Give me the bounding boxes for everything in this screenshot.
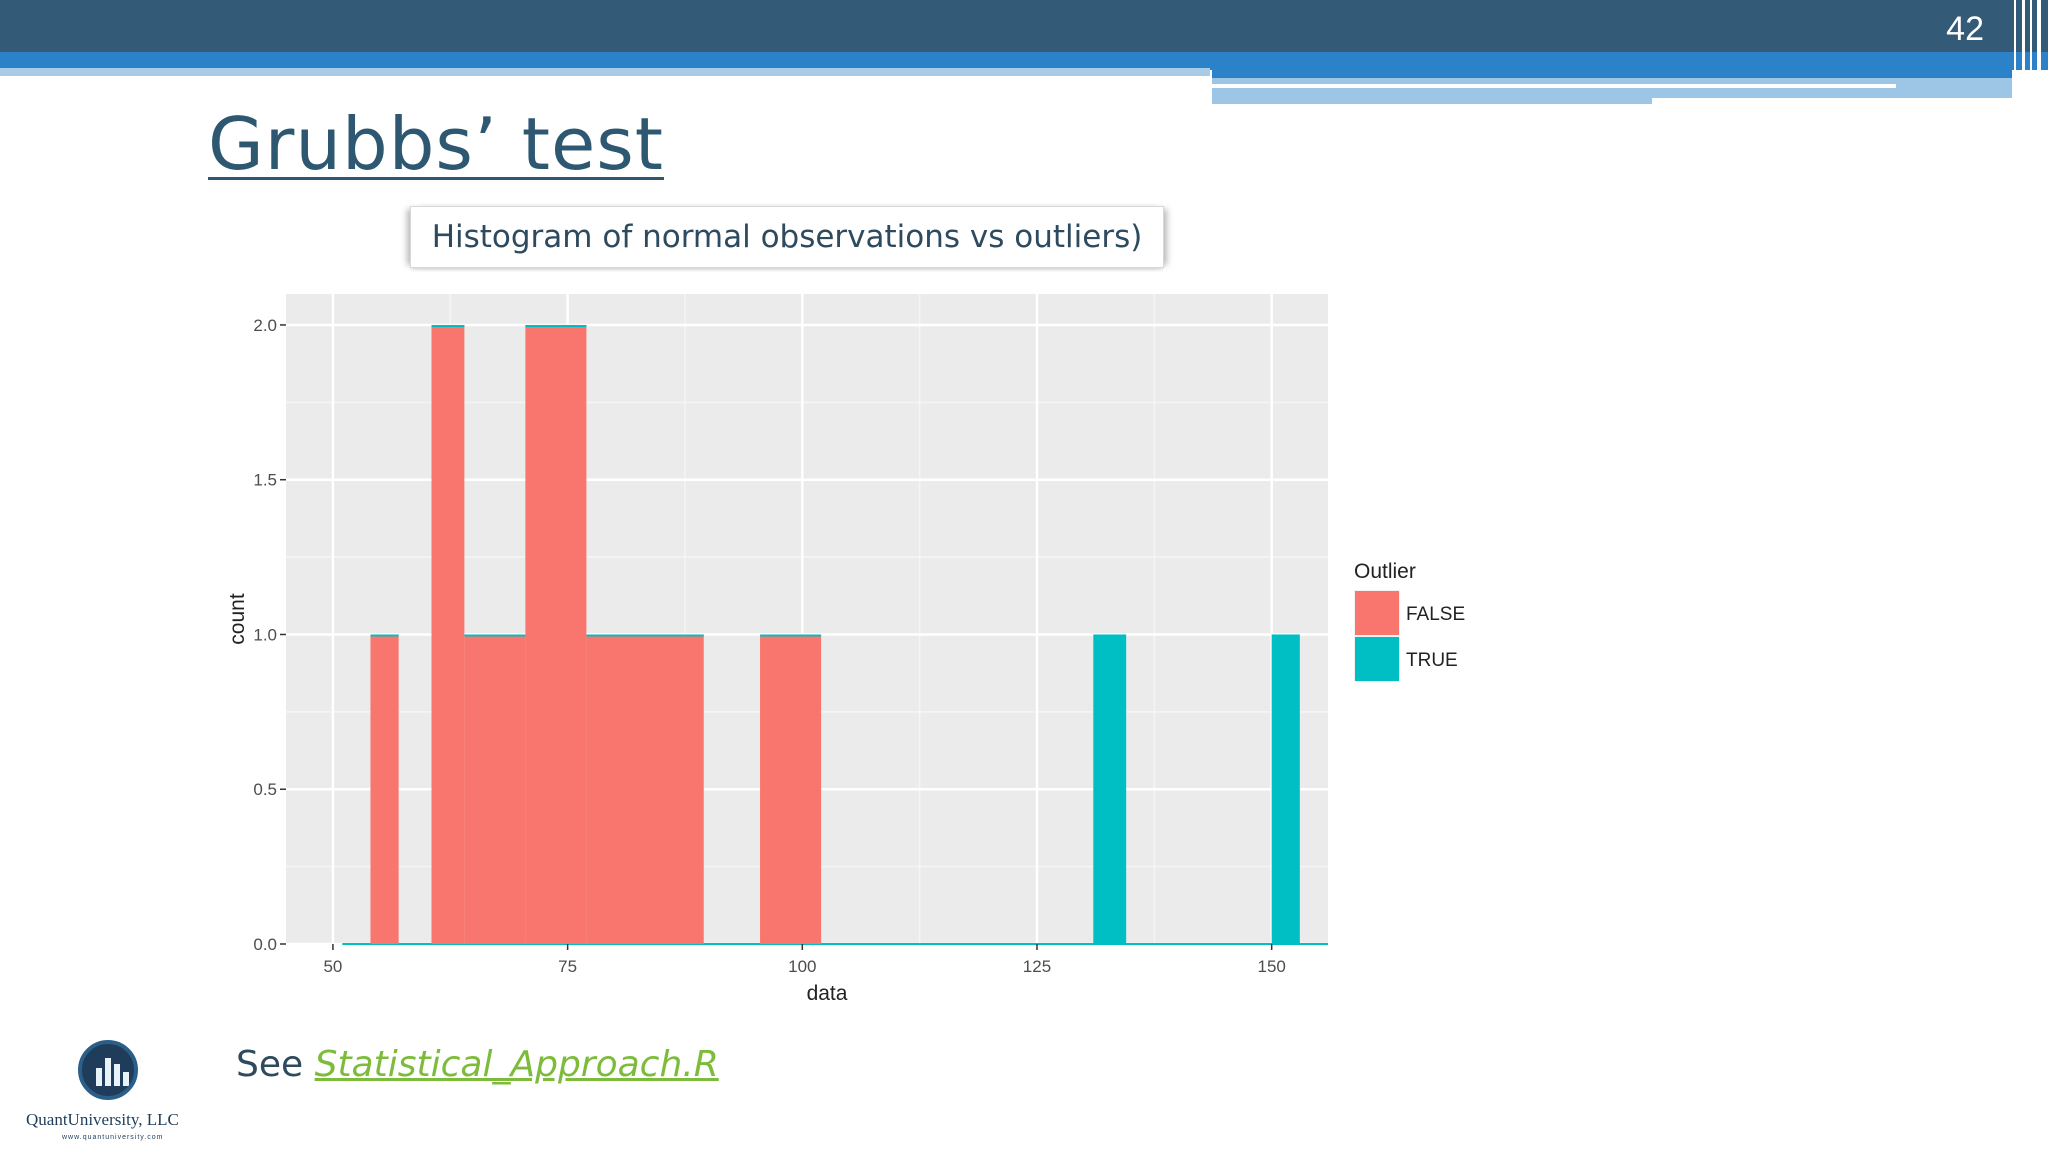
x-axis-label: data: [807, 982, 848, 1005]
histogram-bar: [431, 324, 465, 944]
y-tick-label: 0.0: [253, 935, 277, 954]
histogram-bar: [464, 634, 526, 944]
y-tick-label: 0.5: [253, 780, 277, 799]
footer-prefix: See: [236, 1044, 315, 1085]
histogram-bar: [1093, 634, 1127, 944]
header-bar: [0, 0, 2048, 54]
page-number: 42: [1946, 10, 1984, 48]
logo-name: QuantUniversity, LLC: [26, 1110, 179, 1129]
quantuniversity-logo-icon: [78, 1040, 138, 1100]
x-tick-label: 125: [1023, 957, 1051, 976]
chart-caption-box: Histogram of normal observations vs outl…: [410, 206, 1164, 268]
legend-title: Outlier: [1354, 560, 1416, 583]
x-tick-label: 50: [323, 957, 342, 976]
header-accent-bar: [0, 52, 2048, 70]
header-right-line: [1212, 84, 1896, 88]
logo-url: www.quantuniversity.com: [62, 1134, 164, 1141]
histogram-bar: [586, 634, 704, 944]
chart-caption: Histogram of normal observations vs outl…: [431, 219, 1143, 255]
script-link[interactable]: Statistical_Approach.R: [314, 1044, 719, 1085]
y-tick-label: 1.0: [253, 625, 277, 644]
legend-swatch: [1355, 637, 1399, 681]
y-axis-label: count: [226, 593, 249, 645]
legend-label: TRUE: [1406, 650, 1458, 671]
header-right-line-2: [1652, 98, 2012, 104]
slide-title: Grubbs’ test: [208, 102, 664, 186]
histogram-bar: [760, 634, 822, 944]
histogram-bar: [525, 324, 587, 944]
x-tick-label: 75: [558, 957, 577, 976]
footer-note: See Statistical_Approach.R: [236, 1044, 719, 1085]
header-stripes: [2010, 0, 2048, 104]
histogram-bar: [1271, 634, 1300, 944]
histogram-bar: [370, 634, 399, 944]
legend-swatch: [1355, 591, 1399, 635]
x-tick-label: 150: [1257, 957, 1285, 976]
y-tick-label: 1.5: [253, 471, 277, 490]
y-tick-label: 2.0: [253, 316, 277, 335]
legend-label: FALSE: [1406, 604, 1465, 625]
header-light-bar: [0, 68, 1210, 76]
x-tick-label: 100: [788, 957, 816, 976]
